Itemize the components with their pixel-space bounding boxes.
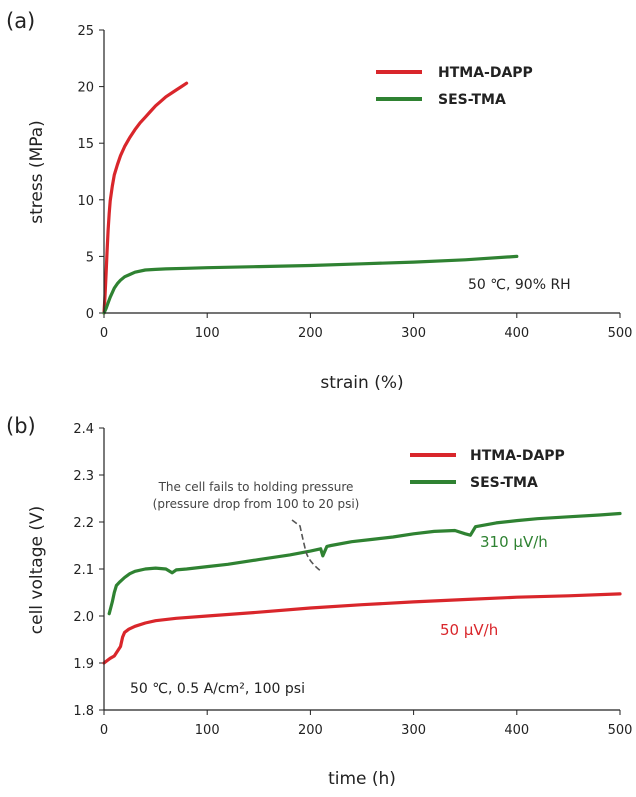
- panel-a-series-line-htma-dapp: [102, 81, 189, 315]
- panel-a-series-line-ses-tma: [102, 254, 519, 315]
- panel-a-legend: HTMA-DAPP SES-TMA: [376, 65, 533, 108]
- panel-b-failure-annotation-line2: (pressure drop from 100 to 20 psi): [153, 497, 360, 511]
- panel-b-y-axis-title: cell voltage (V): [27, 506, 47, 634]
- panel-b-y-tick-label-5: 2.3: [73, 469, 94, 484]
- panel-b-failure-bracket: [291, 519, 323, 573]
- panel-b-y-tick-label-3: 2.1: [73, 563, 94, 578]
- panel-a-x-axis-title: strain (%): [320, 373, 403, 393]
- panel-b-x-tick-label-0: 0: [100, 723, 108, 738]
- panel-b-x-tick-label-1: 100: [195, 723, 220, 738]
- panel-a-y-tick-label-2: 10: [77, 194, 94, 209]
- panel-a-x-tick-label-2: 200: [298, 326, 323, 341]
- panel-b-series: [102, 511, 622, 665]
- panel-b: (b) 1.8 1.9 2.0 2.1 2.2 2.3 2.4 0 100 200 300 400 50…: [6, 414, 632, 789]
- panel-a-legend-label-ses-tma: SES-TMA: [438, 92, 506, 108]
- panel-b-condition-annotation: 50 ℃, 0.5 A/cm², 100 psi: [130, 681, 305, 697]
- panel-b-x-axis-title: time (h): [328, 769, 396, 789]
- panel-a-x-tick-label-4: 400: [504, 326, 529, 341]
- panel-a-label: (a): [6, 9, 35, 33]
- panel-b-x-tick-label-3: 300: [401, 723, 426, 738]
- panel-b-legend-label-htma-dapp: HTMA-DAPP: [470, 448, 565, 464]
- panel-b-x-tick-label-5: 500: [608, 723, 633, 738]
- panel-a-series: [102, 81, 519, 315]
- panel-a-y-tick-label-1: 5: [86, 250, 94, 265]
- panel-b-y-tick-label-2: 2.0: [73, 610, 94, 625]
- panel-a-y-tick-label-3: 15: [77, 137, 94, 152]
- panel-b-legend: HTMA-DAPP SES-TMA: [410, 448, 565, 491]
- panel-b-ses-tma-rate-label: 310 µV/h: [480, 533, 548, 551]
- panel-b-y-tick-label-4: 2.2: [73, 516, 94, 531]
- panel-a-x-tick-label-0: 0: [100, 326, 108, 341]
- panel-a-ticks: 0 5 10 15 20 25 0 100 200 300 400 500: [77, 24, 632, 341]
- panel-a-y-tick-label-5: 25: [77, 24, 94, 39]
- panel-a-x-tick-label-3: 300: [401, 326, 426, 341]
- panel-b-y-tick-label-6: 2.4: [73, 422, 94, 437]
- panel-b-x-tick-label-4: 400: [504, 723, 529, 738]
- panel-b-series-line-ses-tma: [107, 511, 622, 616]
- panel-b-failure-annotation-line1: The cell fails to holding pressure: [158, 480, 354, 494]
- panel-b-series-line-htma-dapp: [102, 592, 622, 665]
- panel-a-y-tick-label-0: 0: [86, 307, 94, 322]
- panel-a-x-tick-label-1: 100: [195, 326, 220, 341]
- panel-b-htma-dapp-rate-label: 50 µV/h: [440, 621, 498, 639]
- panel-a-condition-annotation: 50 ℃, 90% RH: [468, 277, 571, 293]
- panel-b-y-tick-label-0: 1.8: [73, 704, 94, 719]
- panel-b-legend-label-ses-tma: SES-TMA: [470, 475, 538, 491]
- panel-b-y-tick-label-1: 1.9: [73, 657, 94, 672]
- panel-b-ticks: 1.8 1.9 2.0 2.1 2.2 2.3 2.4 0 100 200 300 400 500: [73, 422, 632, 738]
- panel-a-y-tick-label-4: 20: [77, 81, 94, 96]
- panel-b-label: (b): [6, 414, 36, 438]
- panel-a-y-axis-title: stress (MPa): [27, 120, 47, 224]
- panel-a: (a) 0 5 10 15 20 25 0 100 200 300 400 500 strain (%…: [6, 9, 632, 393]
- panel-a-legend-label-htma-dapp: HTMA-DAPP: [438, 65, 533, 81]
- panel-a-x-tick-label-5: 500: [608, 326, 633, 341]
- panel-b-x-tick-label-2: 200: [298, 723, 323, 738]
